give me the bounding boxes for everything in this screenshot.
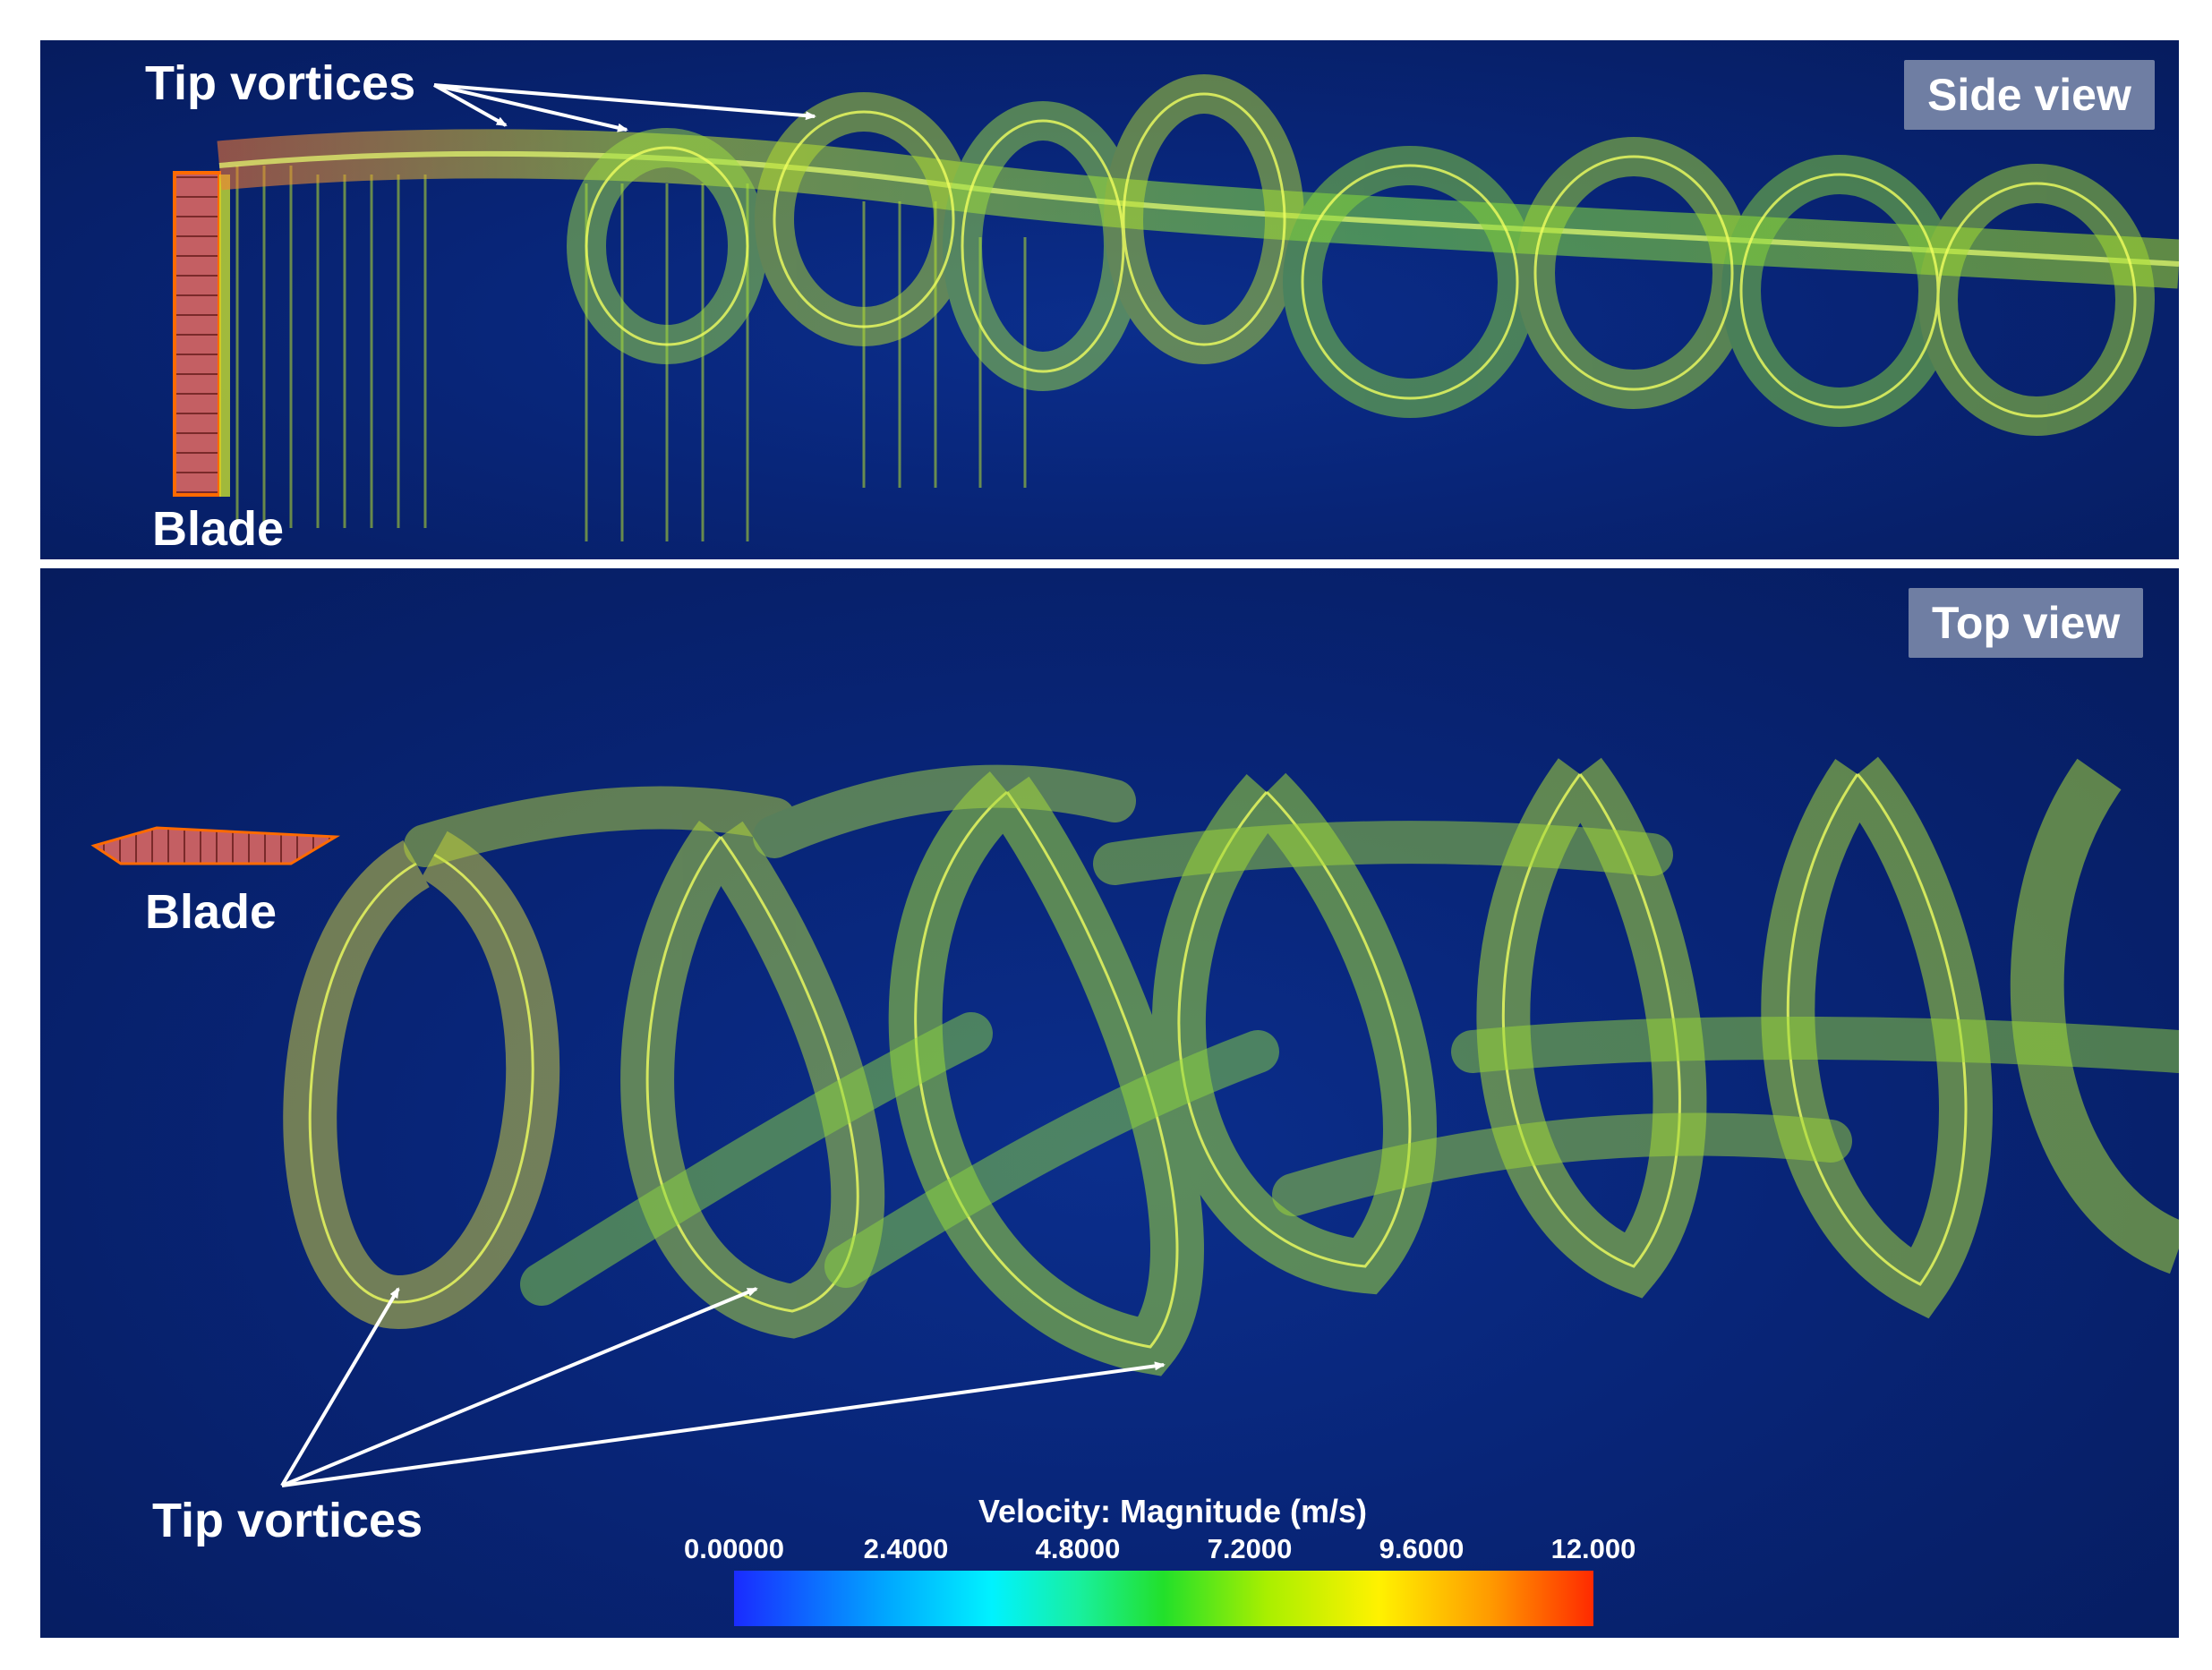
blade-shape <box>173 171 221 497</box>
colorbar-tick-5: 12.000 <box>1550 1533 1636 1564</box>
blade-shape-top <box>90 826 341 865</box>
side-view-visualization <box>173 74 2179 541</box>
colorbar-gradient <box>734 1571 1593 1626</box>
top-blade-label: Blade <box>145 885 278 939</box>
top-view-panel: Top view <box>40 568 2179 1638</box>
side-blade-label: Blade <box>152 502 285 556</box>
panel-divider <box>40 559 2179 568</box>
colorbar-tick-3: 7.2000 <box>1207 1533 1293 1564</box>
top-view-badge: Top view <box>1909 588 2144 658</box>
top-tip-vortices-label: Tip vortices <box>152 1494 423 1547</box>
colorbar-title: Velocity: Magnitude (m/s) <box>978 1493 1368 1529</box>
colorbar-tick-0: 0.00000 <box>683 1533 785 1564</box>
side-view-panel: Side view <box>40 40 2179 559</box>
side-tip-vortices-label: Tip vortices <box>145 56 416 110</box>
colorbar-tick-1: 2.4000 <box>863 1533 949 1564</box>
colorbar-tick-4: 9.6000 <box>1379 1533 1465 1564</box>
colorbar-tick-2: 4.8000 <box>1035 1533 1121 1564</box>
top-view-visualization <box>90 756 2179 1376</box>
side-view-badge: Side view <box>1904 60 2155 130</box>
